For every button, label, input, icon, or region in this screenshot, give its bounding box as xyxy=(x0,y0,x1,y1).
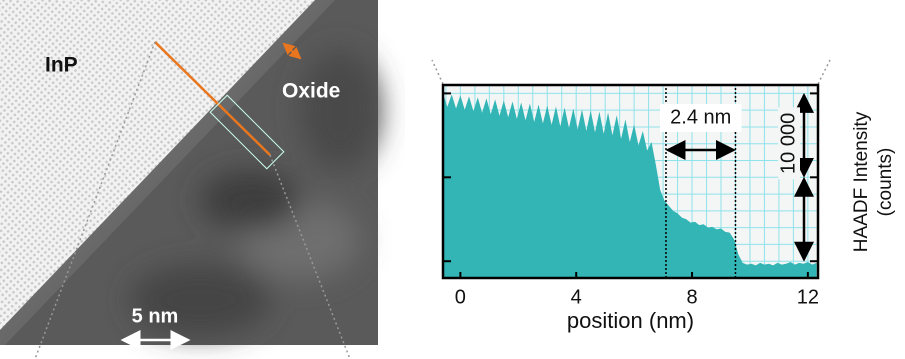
profile-line xyxy=(154,41,271,156)
annotation-label: 10 000 xyxy=(777,113,799,174)
y-axis-label: HAADF Intensity xyxy=(851,111,872,252)
x-tick-label: 12 xyxy=(797,286,819,308)
x-tick-label: 8 xyxy=(686,286,697,308)
plot-border xyxy=(441,83,820,280)
y-axis-label: (counts) xyxy=(875,148,896,217)
annotation-background xyxy=(778,107,800,180)
chart: 0 4 8 12 position (nm) HAADF Intensity (counts… xyxy=(441,83,896,333)
stem-image xyxy=(0,0,380,345)
x-tick-label: 0 xyxy=(455,286,466,308)
annotation-background xyxy=(659,104,742,132)
area xyxy=(443,93,817,279)
oxide-label: Oxide xyxy=(282,80,340,103)
oxide-arrow xyxy=(282,42,302,60)
annotation-label: 2.4 nm xyxy=(670,106,731,128)
material-label: InP xyxy=(45,54,78,77)
x-axis-label: position (nm) xyxy=(567,308,694,333)
profile-box xyxy=(209,94,285,170)
zoom-lines xyxy=(34,41,831,359)
scale-bar-label: 5 nm xyxy=(132,305,179,327)
x-tick-label: 4 xyxy=(571,286,582,308)
